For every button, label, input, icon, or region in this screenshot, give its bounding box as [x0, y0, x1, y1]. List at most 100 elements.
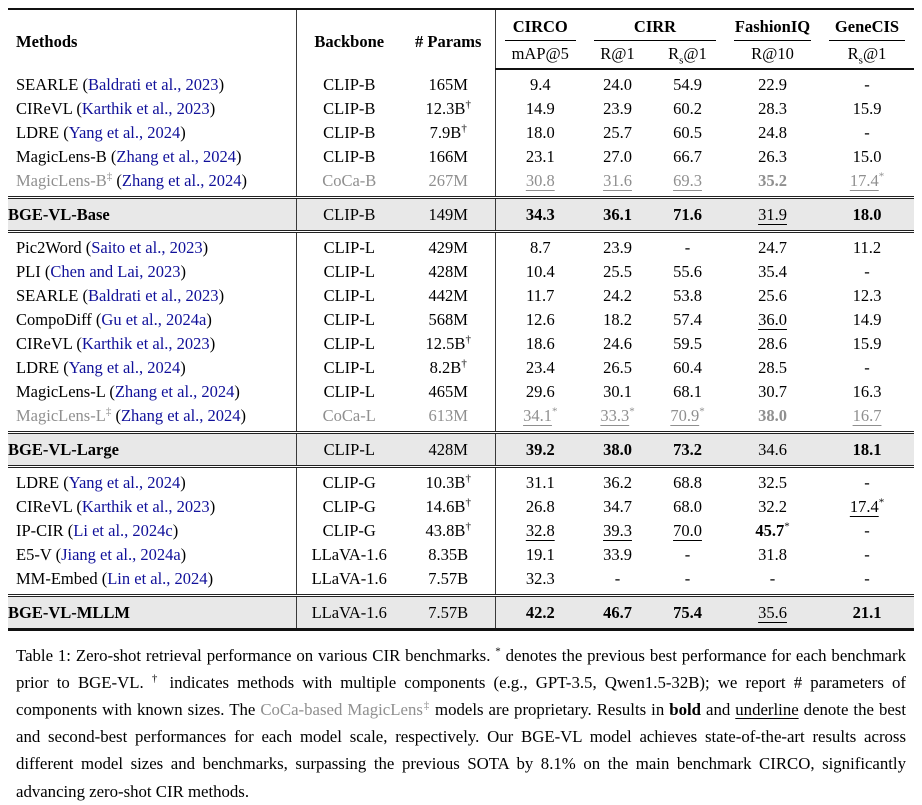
metric-value-cell: 21.1	[820, 593, 915, 631]
backbone-cell: CLIP-B	[295, 195, 402, 233]
caption-text: indicates methods with multiple componen…	[16, 672, 906, 719]
params-cell: 613M	[428, 406, 468, 425]
model-row: MagicLens-L‡ (Zhang et al., 2024) CoCa-L 6…	[8, 403, 914, 432]
backbone-cell: CLIP-L	[295, 331, 402, 356]
citation-link[interactable]: Karthik et al., 2023	[81, 497, 210, 516]
citation-link[interactable]: Karthik et al., 2023	[81, 334, 210, 353]
method-cell: LDRE (Yang et al., 2024)	[16, 123, 186, 142]
citation-link[interactable]: Karthik et al., 2023	[81, 99, 210, 118]
asterisk-marker: *	[784, 520, 790, 533]
metric-value-cell: 18.1	[820, 430, 915, 468]
metric-value-cell: 73.2	[650, 430, 726, 468]
model-row: LDRE (Yang et al., 2024) CLIP-L 8.2B† 23.4 2…	[8, 355, 914, 380]
metric-value-cell: 68.0	[673, 497, 702, 516]
dagger-marker: †	[465, 333, 471, 346]
asterisk-marker: *	[878, 496, 885, 509]
model-row: LDRE (Yang et al., 2024) CLIP-B 7.9B† 18.0 2…	[8, 120, 914, 145]
citation-link[interactable]: Zhang et al., 2024	[121, 171, 242, 190]
method-name: SEARLE	[16, 286, 79, 305]
method-cell: CIReVL (Karthik et al., 2023)	[16, 334, 216, 353]
metric-value-cell: 75.4	[650, 593, 726, 631]
citation-link[interactable]: Yang et al., 2024	[68, 123, 181, 142]
model-row: MagicLens-B‡ (Zhang et al., 2024) CoCa-B 2…	[8, 168, 914, 197]
model-row: CIReVL (Karthik et al., 2023) CLIP-G 14.6B…	[8, 494, 914, 519]
backbone-cell: CLIP-L	[295, 379, 402, 404]
citation-link[interactable]: Zhang et al., 2024	[120, 406, 241, 425]
metric-value-cell: 32.2	[758, 497, 787, 516]
metric-value-cell: 34.6	[725, 430, 821, 468]
footnote-marker: †	[151, 672, 162, 685]
citation-link[interactable]: Chen and Lai, 2023	[50, 262, 181, 281]
method-name: CIReVL	[16, 334, 73, 353]
metric-value-cell: 69.3	[673, 171, 702, 190]
metric-value-cell: 54.9	[673, 75, 702, 94]
params-cell: 43.8B†	[425, 520, 471, 540]
table-caption: Table 1: Zero-shot retrieval performance…	[16, 642, 906, 805]
citation-link[interactable]: Lin et al., 2024	[107, 569, 208, 588]
citation-link[interactable]: Yang et al., 2024	[68, 473, 181, 492]
citation-link[interactable]: Gu et al., 2024a	[101, 310, 207, 329]
params-cell: 7.9B†	[429, 122, 467, 142]
benchmark-header-circo: CIRCO	[494, 9, 585, 41]
model-scale-block: Pic2Word (Saito et al., 2023) CLIP-L 429M 8…	[8, 231, 914, 432]
method-name: MagicLens-B	[16, 147, 107, 166]
backbone-cell: CLIP-G	[295, 518, 402, 543]
model-row: PLI (Chen and Lai, 2023) CLIP-L 428M 10.4 25…	[8, 259, 914, 284]
results-table: Methods Backbone # Params CIRCO CIRR Fas…	[8, 8, 915, 631]
metric-value-cell: 12.6	[494, 307, 585, 332]
metric-value-cell: 38.0	[585, 430, 650, 468]
metric-value-cell: 71.6	[650, 195, 726, 233]
citation-link[interactable]: Zhang et al., 2024	[114, 382, 235, 401]
method-name: PLI	[16, 262, 41, 281]
metric-value-cell: 35.4	[758, 262, 787, 281]
metric-value-cell: 34.1*	[494, 403, 585, 432]
method-cell: IP-CIR (Li et al., 2024c)	[16, 521, 179, 540]
citation-link[interactable]: Saito et al., 2023	[91, 238, 203, 257]
summary-row: BGE-VL-MLLM LLaVA-1.6 7.57B 42.2 46.7 75.4 35.…	[8, 593, 915, 631]
metric-value-cell: 66.7	[673, 147, 702, 166]
metric-value-cell: 28.6	[758, 334, 787, 353]
dagger-marker: †	[461, 357, 467, 370]
params-cell: 428M	[428, 262, 468, 281]
subscript-marker: s	[679, 53, 684, 66]
citation-link[interactable]: Jiang et al., 2024a	[61, 545, 181, 564]
metric-value-cell: 39.2	[494, 430, 585, 468]
dagger-marker: †	[465, 98, 471, 111]
metric-value-cell: 23.4	[494, 355, 585, 380]
params-cell: 7.57B	[428, 569, 469, 588]
dagger-marker: †	[465, 520, 471, 533]
metric-value-cell: 24.6	[603, 334, 632, 353]
metric-value-cell: 16.7	[852, 406, 882, 425]
citation-link[interactable]: Zhang et al., 2024	[116, 147, 236, 166]
metric-value-cell: 8.7	[494, 231, 585, 260]
metric-value-cell: 17.4*	[849, 170, 885, 190]
metric-value-cell: 34.3	[494, 195, 585, 233]
summary-band: BGE-VL-Large CLIP-L 428M 39.2 38.0 73.2 34.6 18…	[8, 430, 915, 468]
metric-value-cell: 23.9	[603, 238, 632, 257]
metric-value-cell: -	[864, 473, 870, 492]
model-row: SEARLE (Baldrati et al., 2023) CLIP-L 442M…	[8, 283, 914, 308]
metric-header: Rs@1	[650, 41, 726, 70]
method-name: LDRE	[16, 123, 60, 142]
method-name: E5-V	[16, 545, 52, 564]
citation-link[interactable]: Yang et al., 2024	[68, 358, 181, 377]
metric-value-cell: -	[864, 123, 870, 142]
metric-value-cell: 18.6	[494, 331, 585, 356]
method-cell: MagicLens-L‡ (Zhang et al., 2024)	[16, 405, 247, 425]
summary-band: BGE-VL-MLLM LLaVA-1.6 7.57B 42.2 46.7 75.4 35.…	[8, 593, 915, 631]
citation-link[interactable]: Baldrati et al., 2023	[87, 74, 219, 94]
metric-value-cell: 11.2	[852, 238, 882, 257]
citation-link[interactable]: Baldrati et al., 2023	[87, 286, 219, 305]
dagger-marker: †	[465, 496, 471, 509]
method-cell: LDRE (Yang et al., 2024)	[16, 473, 186, 492]
metric-value-cell: 28.3	[758, 99, 787, 118]
caption-text: models are proprietary. Results in	[430, 699, 670, 719]
citation-link[interactable]: Li et al., 2024c	[73, 521, 173, 540]
backbone-cell: CoCa-L	[295, 403, 402, 432]
backbone-cell: CoCa-B	[295, 168, 402, 197]
backbone-cell: LLaVA-1.6	[295, 593, 402, 631]
params-cell: 149M	[402, 195, 495, 233]
metric-value-cell: 24.2	[603, 286, 632, 305]
double-dagger-marker: ‡	[105, 405, 112, 418]
metric-value-cell: 18.0	[494, 120, 585, 145]
